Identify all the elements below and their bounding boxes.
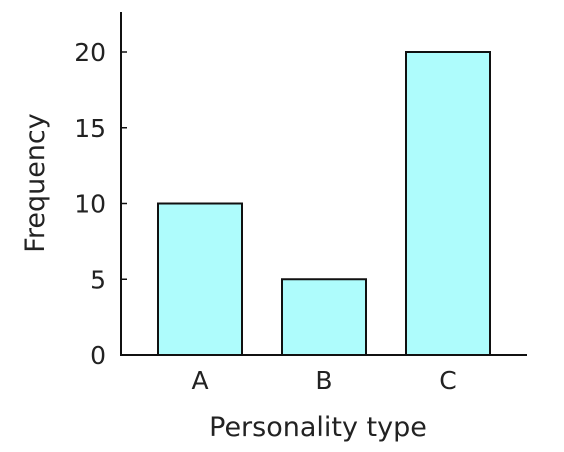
x-tick-label-C: C: [439, 366, 456, 395]
y-axis-title: Frequency: [20, 113, 51, 253]
y-tick-label-15: 15: [74, 114, 106, 143]
x-tick-label-B: B: [315, 366, 332, 395]
y-tick-label-5: 5: [90, 265, 106, 294]
y-tick-label-20: 20: [74, 38, 106, 67]
y-axis-ticks: 0 5 10 15 20: [74, 38, 127, 370]
y-tick-label-10: 10: [74, 190, 106, 219]
bars-group: [157, 51, 491, 356]
y-tick-label-0: 0: [90, 341, 106, 370]
bar-C: [405, 51, 491, 356]
bar-A: [157, 202, 243, 356]
x-axis-title: Personality type: [209, 412, 427, 443]
x-tick-label-A: A: [191, 366, 208, 395]
x-axis-ticks: A B C: [191, 366, 456, 395]
bar-B: [281, 278, 367, 356]
